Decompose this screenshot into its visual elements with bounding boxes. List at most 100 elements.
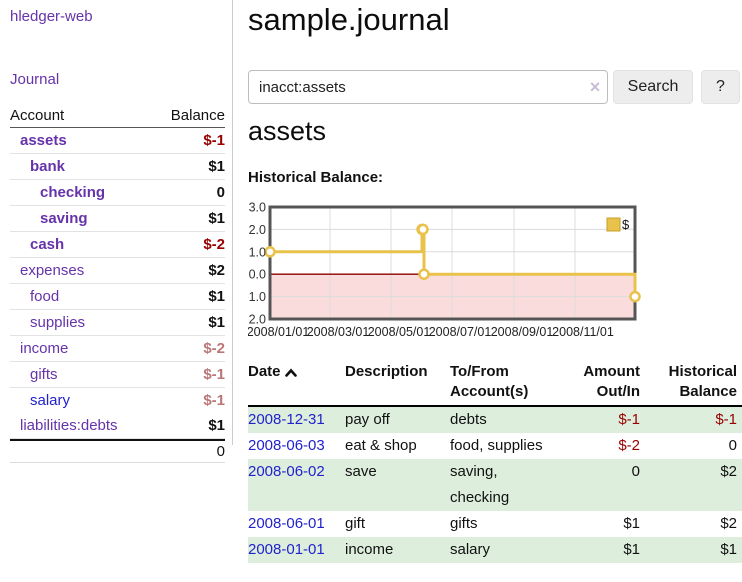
search-form: × Search ?: [248, 70, 742, 104]
sidebar-item-journal[interactable]: Journal: [10, 71, 60, 88]
page-title: sample.journal: [248, 2, 450, 37]
register-row: 2008-06-02 save saving, checking 0 $2: [248, 459, 742, 511]
sidebar-total-row: 0: [10, 439, 225, 463]
transaction-amount: $-2: [618, 437, 640, 454]
svg-text:2008/03/01: 2008/03/01: [307, 325, 370, 339]
balance-column-header: Balance: [170, 107, 225, 124]
description-column-header: Description: [345, 363, 428, 380]
help-button[interactable]: ?: [701, 70, 740, 104]
transaction-accounts: salary: [450, 541, 491, 558]
search-button[interactable]: Search: [613, 70, 693, 104]
sidebar-account-row: supplies $1: [10, 310, 225, 336]
search-input[interactable]: [248, 70, 608, 104]
amount-column-header: Amount Out/In: [583, 363, 640, 400]
svg-text:2008/09/01: 2008/09/01: [491, 325, 554, 339]
account-heading: assets: [248, 116, 327, 146]
sidebar-account-link[interactable]: assets: [20, 132, 67, 149]
transaction-description: save: [345, 463, 377, 480]
transaction-description: pay off: [345, 411, 390, 428]
sidebar-account-balance: 0: [216, 184, 225, 201]
sidebar-total-balance: 0: [216, 443, 225, 460]
chart-x-axis-labels: 2008/01/012008/03/012008/05/012008/07/01…: [248, 325, 614, 339]
transaction-date-link[interactable]: 2008-06-02: [248, 463, 325, 480]
transaction-amount: $1: [623, 541, 640, 558]
sidebar-account-balance: $2: [208, 262, 225, 279]
svg-text:0.0: 0.0: [249, 268, 266, 282]
transaction-amount: $1: [623, 515, 640, 532]
brand-link[interactable]: hledger-web: [10, 8, 93, 25]
sidebar-account-balance: $1: [208, 417, 225, 434]
transaction-description: eat & shop: [345, 437, 417, 454]
sidebar-account-link[interactable]: income: [20, 340, 69, 357]
transaction-date-link[interactable]: 2008-12-31: [248, 411, 325, 428]
svg-text:2.0: 2.0: [249, 223, 266, 237]
historical-balance-chart: $ 3.0 2.0 1.0 0.0 -1.0 -2.0 2008/01/012008/03…: [248, 201, 641, 339]
sidebar-account-balance: $1: [208, 288, 225, 305]
clear-search-icon[interactable]: ×: [589, 77, 601, 97]
sidebar-account-row: cash $-2: [10, 232, 225, 258]
svg-text:3.0: 3.0: [249, 201, 266, 215]
transaction-accounts: saving, checking: [450, 463, 510, 506]
date-column-header[interactable]: Date: [248, 362, 345, 402]
sidebar-account-row: saving $1: [10, 206, 225, 232]
svg-text:-2.0: -2.0: [248, 313, 266, 327]
sidebar-account-link[interactable]: saving: [40, 210, 88, 227]
svg-text:-1.0: -1.0: [248, 290, 266, 304]
sidebar-account-link[interactable]: food: [30, 288, 60, 305]
sidebar-account-link[interactable]: checking: [40, 184, 106, 201]
sidebar-account-balance: $-2: [203, 236, 225, 253]
transaction-date-link[interactable]: 2008-06-03: [248, 437, 325, 454]
transaction-balance: 0: [728, 437, 737, 454]
main-content: sample.journal × Search ? assets Histori…: [248, 0, 742, 582]
chart-series-line: [264, 223, 641, 303]
historical-balance-label: Historical Balance:: [248, 169, 384, 186]
transaction-balance: $-1: [715, 411, 737, 428]
register-row: 2008-12-31 pay off debts $-1 $-1: [248, 407, 742, 433]
sidebar-account-link[interactable]: bank: [30, 158, 66, 175]
register-header-row: Date Description To/From Account(s) Amou…: [248, 362, 742, 407]
transaction-balance: $2: [720, 515, 737, 532]
transaction-description: income: [345, 541, 394, 558]
sidebar-account-row: liabilities:debts $1: [10, 413, 225, 439]
accounts-column-header: To/From Account(s): [450, 363, 529, 400]
sidebar-account-link[interactable]: liabilities:debts: [20, 417, 118, 434]
sidebar-account-row: gifts $-1: [10, 362, 225, 388]
sidebar-account-link[interactable]: supplies: [30, 314, 86, 331]
transaction-description: gift: [345, 515, 366, 532]
svg-text:2008/07/01: 2008/07/01: [429, 325, 492, 339]
sidebar-account-balance: $-1: [203, 392, 225, 409]
register-row: 2008-06-03 eat & shop food, supplies $-2…: [248, 433, 742, 459]
sidebar-account-link[interactable]: cash: [30, 236, 65, 253]
sidebar-account-balance: $-1: [203, 132, 225, 149]
transaction-amount: 0: [631, 463, 640, 480]
transaction-date-link[interactable]: 2008-06-01: [248, 515, 325, 532]
register-row: 2008-01-01 income salary $1 $1: [248, 537, 742, 563]
sort-ascending-icon: [284, 368, 297, 377]
transaction-accounts: food, supplies: [450, 437, 543, 454]
transaction-accounts: debts: [450, 411, 487, 428]
sidebar-account-balance: $-2: [203, 340, 225, 357]
svg-text:1.0: 1.0: [249, 245, 266, 259]
transaction-accounts: gifts: [450, 515, 478, 532]
account-column-header: Account: [10, 107, 65, 124]
sidebar-account-row: checking 0: [10, 180, 225, 206]
sidebar-account-row: assets $-1: [10, 128, 225, 154]
sidebar-account-link[interactable]: gifts: [30, 366, 58, 383]
sidebar-account-balance: $1: [208, 158, 225, 175]
chart-legend: $: [606, 217, 630, 232]
sidebar-account-link[interactable]: salary: [30, 392, 71, 409]
transaction-date-link[interactable]: 2008-01-01: [248, 541, 325, 558]
svg-text:2008/01/01: 2008/01/01: [248, 325, 309, 339]
sidebar-account-balance: $-1: [203, 366, 225, 383]
svg-text:2008/11/01: 2008/11/01: [552, 325, 614, 339]
chart-y-axis-labels: 3.0 2.0 1.0 0.0 -1.0 -2.0: [248, 201, 266, 327]
svg-text:$: $: [622, 217, 630, 232]
sidebar-account-row: bank $1: [10, 154, 225, 180]
sidebar-account-row: food $1: [10, 284, 225, 310]
transaction-amount: $-1: [618, 411, 640, 428]
balance-column-header: Historical Balance: [668, 363, 737, 400]
sidebar-account-balance: $1: [208, 210, 225, 227]
sidebar-divider: [232, 0, 233, 445]
sidebar-account-link[interactable]: expenses: [20, 262, 85, 279]
register-table: Date Description To/From Account(s) Amou…: [248, 362, 742, 563]
